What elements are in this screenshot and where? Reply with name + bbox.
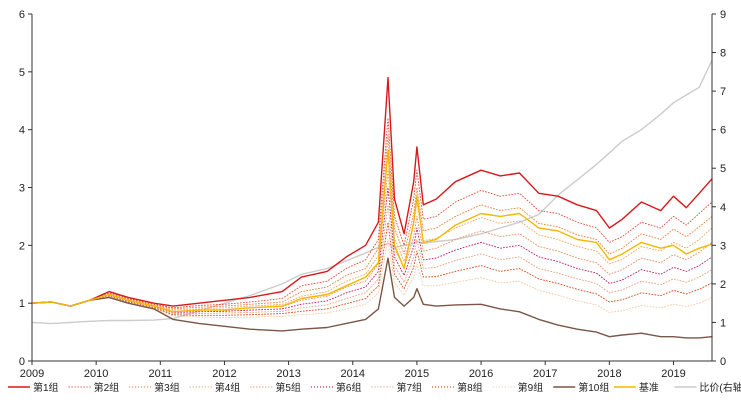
series-line-4 (31, 152, 713, 311)
x-tick-label: 2010 (84, 368, 108, 380)
y-right-tick-label: 6 (720, 125, 726, 137)
legend-label: 第8组 (457, 381, 483, 394)
x-tick-label: 2017 (533, 368, 557, 380)
series-line-2 (31, 117, 713, 309)
legend-label: 第10组 (578, 381, 609, 394)
y-right-tick-label: 7 (720, 86, 726, 98)
y-right-tick-label: 9 (720, 9, 726, 21)
series-line-11 (31, 149, 713, 313)
y-left-tick-label: 6 (19, 9, 25, 21)
y-right-tick-label: 4 (720, 202, 726, 214)
series-line-10 (31, 257, 713, 339)
y-left-tick-label: 2 (19, 240, 25, 252)
y-left-tick-label: 4 (19, 125, 25, 137)
x-tick-label: 2014 (341, 368, 365, 380)
x-tick-label: 2019 (661, 368, 685, 380)
x-tick-label: 2011 (148, 368, 172, 380)
legend-label: 第6组 (336, 381, 362, 394)
legend-label: 第9组 (518, 381, 544, 394)
y-left-tick-label: 0 (19, 356, 25, 368)
legend-label: 基准 (639, 381, 659, 394)
y-right-tick-label: 5 (720, 163, 726, 175)
legend-label: 第5组 (275, 381, 301, 394)
series-line-8 (31, 221, 713, 316)
series-line-5 (31, 169, 713, 312)
legend-label: 第2组 (94, 381, 120, 394)
legend-label: 第3组 (154, 381, 180, 394)
series-line-1 (31, 76, 713, 307)
x-tick-label: 2009 (20, 368, 44, 380)
y-left-tick-label: 3 (19, 183, 25, 195)
series-line-7 (31, 204, 713, 315)
y-left-tick-label: 1 (19, 298, 25, 310)
legend-label: 第7组 (397, 381, 423, 394)
x-tick-label: 2016 (469, 368, 493, 380)
legend-label: 第1组 (33, 381, 59, 394)
x-tick-label: 2013 (276, 368, 300, 380)
y-right-tick-label: 0 (720, 356, 726, 368)
x-tick-label: 2012 (212, 368, 236, 380)
y-right-tick-label: 1 (720, 317, 726, 329)
y-right-tick-label: 8 (720, 48, 726, 60)
series-line-12 (31, 59, 713, 325)
legend-label: 第4组 (215, 381, 241, 394)
series-line-9 (31, 239, 713, 319)
series-line-3 (31, 134, 713, 310)
y-right-tick-label: 2 (720, 279, 726, 291)
y-right-tick-label: 3 (720, 240, 726, 252)
x-tick-label: 2015 (405, 368, 429, 380)
x-tick-label: 2018 (597, 368, 621, 380)
y-left-tick-label: 5 (19, 67, 25, 79)
legend-label: 比价(右轴) (699, 381, 741, 394)
